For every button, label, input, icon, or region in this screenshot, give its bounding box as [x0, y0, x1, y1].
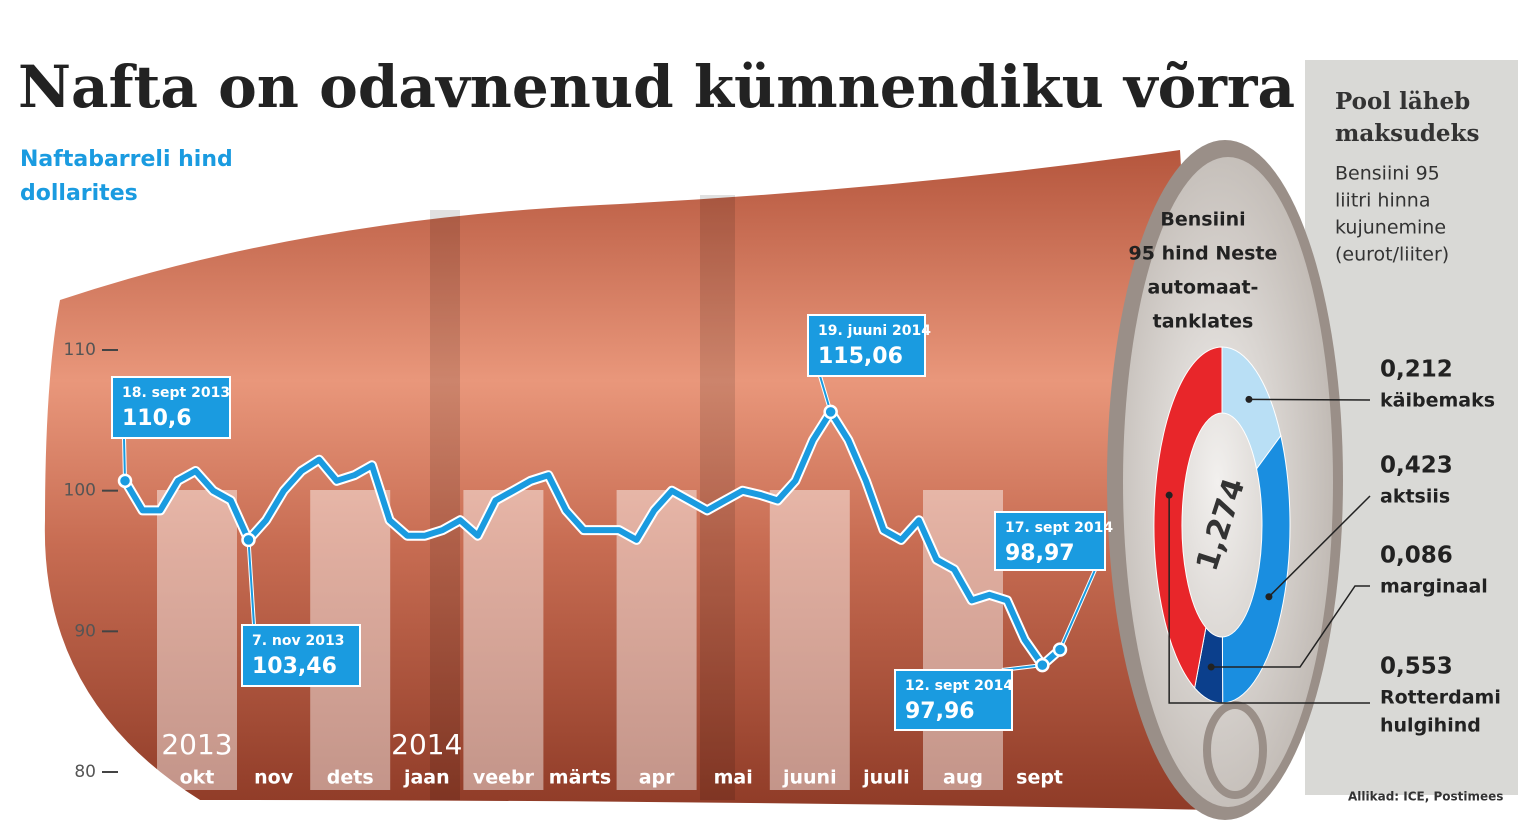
y-tick-label: 100	[64, 481, 96, 501]
value-label: 0,212	[1380, 357, 1453, 383]
value-label: 0,553	[1380, 654, 1453, 680]
panel-subtitle: liitri hinna	[1335, 190, 1430, 212]
x-tick-label: okt	[180, 767, 215, 789]
leader-line	[1268, 495, 1371, 598]
point-marker	[117, 473, 133, 489]
x-tick-label: jaan	[403, 767, 450, 789]
y-tick-label: 90	[74, 621, 96, 641]
x-tick-label: mai	[714, 767, 753, 789]
callout-date: 12. sept 2014	[905, 678, 1013, 694]
y-tick-label: 110	[64, 340, 96, 360]
leader-line	[1168, 495, 1370, 704]
callout-box	[111, 376, 231, 439]
callout-box	[241, 624, 361, 687]
year-label: 2014	[391, 728, 462, 761]
leader-line	[1211, 585, 1370, 668]
donut-title: 95 hind Neste	[1129, 243, 1278, 265]
month-stripe	[769, 490, 850, 790]
axis-label: Naftabarreli hind	[20, 147, 233, 172]
callout-value: 97,96	[905, 699, 975, 724]
x-tick-label: apr	[639, 767, 675, 789]
point-marker	[1052, 642, 1068, 657]
value-label: 0,423	[1380, 453, 1453, 479]
panel-subtitle: kujunemine	[1335, 217, 1446, 239]
callout-box	[894, 669, 1013, 731]
donut-title: tanklates	[1153, 311, 1254, 333]
bung	[1203, 701, 1267, 799]
callout-pointer	[1059, 569, 1096, 651]
callout-pointer	[247, 539, 255, 626]
donut-segment	[1221, 434, 1291, 704]
callout-date: 7. nov 2013	[252, 633, 344, 649]
x-tick-label: sept	[1016, 767, 1063, 789]
callout-value: 115,06	[818, 344, 903, 369]
panel-title: maksudeks	[1335, 120, 1479, 147]
callout-value: 98,97	[1005, 541, 1075, 566]
price-line	[122, 408, 1062, 669]
x-tick-label: märts	[549, 767, 611, 789]
year-label: 2013	[161, 728, 232, 761]
callout-box	[994, 511, 1106, 571]
title: Nafta on odavnenud kümnendiku võrra	[18, 53, 1295, 121]
x-tick-label: juuli	[862, 767, 910, 789]
donut-title: Bensiini	[1160, 209, 1245, 231]
x-tick-label: veebr	[473, 767, 535, 789]
x-tick-label: nov	[254, 767, 294, 789]
y-tick-label: 80	[74, 762, 96, 782]
x-tick-label: aug	[943, 767, 983, 789]
callout-date: 19. juuni 2014	[818, 323, 931, 339]
point-marker	[1035, 657, 1050, 673]
donut-segment	[1153, 346, 1223, 690]
month-stripe	[923, 490, 1003, 790]
panel-subtitle: (eurot/liiter)	[1335, 244, 1449, 266]
point-marker	[241, 532, 256, 548]
x-tick-label: dets	[327, 767, 374, 789]
callout-value: 110,6	[122, 406, 192, 431]
value-label: 0,086	[1380, 543, 1453, 569]
axis-label: dollarites	[20, 181, 138, 206]
panel-subtitle: Bensiini 95	[1335, 163, 1440, 185]
point-marker	[823, 404, 838, 420]
category-label: käibemaks	[1380, 390, 1495, 412]
category-label: hulgihind	[1380, 715, 1481, 737]
category-label: Rotterdami	[1380, 687, 1501, 709]
category-label: aktsiis	[1380, 486, 1450, 508]
source: Allikad: ICE, Postimees	[1348, 790, 1503, 804]
leader-line	[1248, 398, 1371, 401]
callout-date: 18. sept 2013	[122, 385, 230, 401]
donut-title: automaat-	[1148, 277, 1259, 299]
callout-box	[807, 314, 926, 377]
callout-date: 17. sept 2014	[1005, 520, 1113, 536]
callout-value: 103,46	[252, 654, 337, 679]
month-stripe	[157, 490, 237, 790]
x-tick-label: juuni	[782, 767, 837, 789]
panel-title: Pool läheb	[1335, 88, 1470, 115]
category-label: marginaal	[1380, 576, 1488, 598]
